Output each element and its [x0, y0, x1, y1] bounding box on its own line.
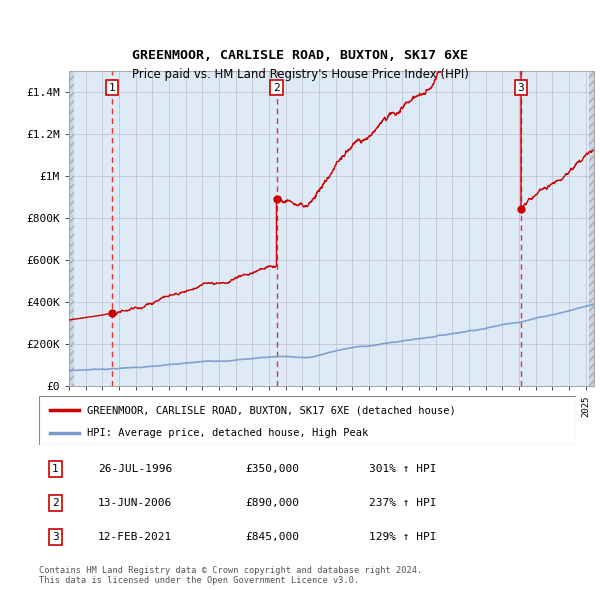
Text: 26-JUL-1996: 26-JUL-1996 — [98, 464, 172, 474]
Point — [46, 407, 53, 414]
Text: 237% ↑ HPI: 237% ↑ HPI — [369, 498, 437, 508]
Text: 3: 3 — [518, 83, 524, 93]
Bar — [69, 71, 74, 386]
Text: Price paid vs. HM Land Registry's House Price Index (HPI): Price paid vs. HM Land Registry's House … — [131, 68, 469, 81]
Bar — [589, 71, 598, 386]
Text: GREENMOOR, CARLISLE ROAD, BUXTON, SK17 6XE: GREENMOOR, CARLISLE ROAD, BUXTON, SK17 6… — [132, 49, 468, 62]
Text: GREENMOOR, CARLISLE ROAD, BUXTON, SK17 6XE (detached house): GREENMOOR, CARLISLE ROAD, BUXTON, SK17 6… — [88, 405, 456, 415]
Text: £890,000: £890,000 — [246, 498, 300, 508]
Point — [76, 429, 83, 436]
Text: Contains HM Land Registry data © Crown copyright and database right 2024.
This d: Contains HM Land Registry data © Crown c… — [39, 566, 422, 585]
Text: 1: 1 — [109, 83, 115, 93]
Text: 1: 1 — [52, 464, 58, 474]
Text: 301% ↑ HPI: 301% ↑ HPI — [369, 464, 437, 474]
Text: 3: 3 — [52, 532, 58, 542]
Text: 13-JUN-2006: 13-JUN-2006 — [98, 498, 172, 508]
Text: 12-FEB-2021: 12-FEB-2021 — [98, 532, 172, 542]
FancyBboxPatch shape — [39, 396, 576, 445]
Point — [76, 407, 83, 414]
Text: HPI: Average price, detached house, High Peak: HPI: Average price, detached house, High… — [88, 428, 368, 438]
Text: 129% ↑ HPI: 129% ↑ HPI — [369, 532, 437, 542]
Point — [46, 429, 53, 436]
Text: £350,000: £350,000 — [246, 464, 300, 474]
Text: 2: 2 — [52, 498, 58, 508]
Text: £845,000: £845,000 — [246, 532, 300, 542]
Text: 2: 2 — [273, 83, 280, 93]
